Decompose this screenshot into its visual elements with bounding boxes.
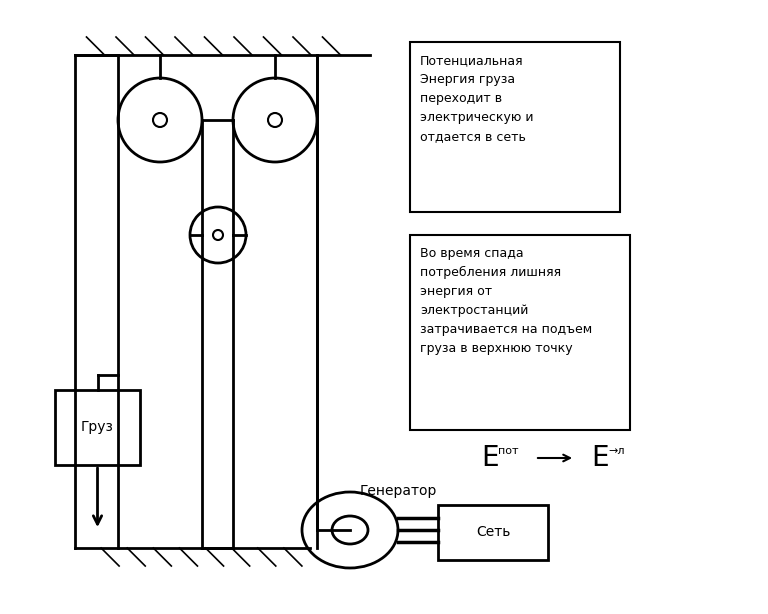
- Bar: [410, 235, 630, 430]
- Text: →л: →л: [608, 446, 624, 456]
- Bar: [55, 390, 140, 465]
- Text: $\mathrm{E}$: $\mathrm{E}$: [591, 444, 609, 472]
- Text: Во время спада
потребления лишняя
энергия от
электростанций
затрачивается на под: Во время спада потребления лишняя энерги…: [420, 247, 592, 355]
- Text: Потенциальная
Энергия груза
переходит в
электрическую и
отдается в сеть: Потенциальная Энергия груза переходит в …: [420, 54, 534, 143]
- Text: Генератор: Генератор: [360, 484, 437, 498]
- Bar: [410, 42, 620, 212]
- Text: Груз: Груз: [81, 421, 114, 435]
- Text: Сеть: Сеть: [476, 526, 510, 540]
- Bar: [438, 505, 548, 560]
- Text: пот: пот: [498, 446, 518, 456]
- Text: $\mathrm{E}$: $\mathrm{E}$: [481, 444, 499, 472]
